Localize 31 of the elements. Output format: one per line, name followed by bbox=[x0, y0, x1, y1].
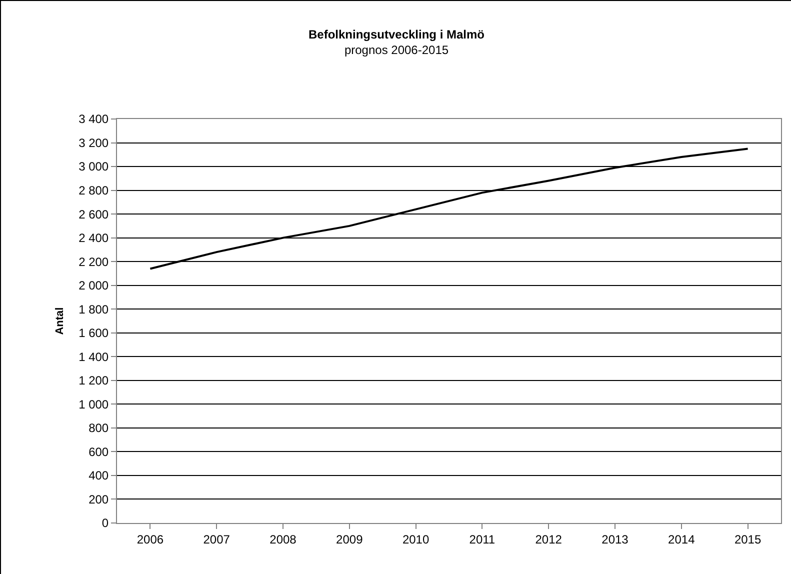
y-tick-label: 400 bbox=[88, 468, 109, 483]
x-tick-label: 2013 bbox=[602, 532, 629, 546]
x-tick-label: 2007 bbox=[203, 532, 230, 546]
y-tick-label: 1 800 bbox=[78, 302, 109, 316]
y-tick-label: 2 400 bbox=[78, 231, 109, 246]
x-tick-label: 2011 bbox=[469, 532, 496, 546]
x-tick-label: 2012 bbox=[535, 532, 562, 546]
y-tick-label: 3 200 bbox=[78, 136, 109, 150]
y-tick-label: 1 400 bbox=[78, 350, 109, 364]
y-tick-label: 2 200 bbox=[78, 254, 109, 269]
chart-subtitle: prognos 2006-2015 bbox=[344, 42, 449, 57]
chart-title: Befolkningsutveckling i Malmö bbox=[308, 27, 485, 42]
x-tick-label: 2014 bbox=[668, 532, 696, 546]
y-tick-label: 1 000 bbox=[78, 397, 109, 412]
y-tick-label: 600 bbox=[88, 444, 109, 459]
y-tick-label: 200 bbox=[88, 492, 109, 506]
y-tick-label: 1 200 bbox=[78, 374, 109, 388]
y-axis-title: Antal bbox=[54, 307, 66, 335]
y-tick-label: 2 000 bbox=[78, 278, 109, 293]
x-tick-label: 2006 bbox=[136, 532, 164, 546]
y-tick-label: 0 bbox=[102, 516, 109, 530]
y-tick-label: 800 bbox=[88, 421, 109, 436]
x-tick-label: 2008 bbox=[270, 532, 297, 546]
x-tick-label: 2010 bbox=[402, 532, 430, 546]
x-tick-label: 2009 bbox=[336, 532, 364, 546]
y-tick-label: 2 800 bbox=[78, 183, 109, 198]
y-tick-label: 1 600 bbox=[78, 326, 109, 340]
x-tick-label: 2015 bbox=[734, 532, 762, 546]
y-tick-label: 3 000 bbox=[78, 160, 109, 174]
y-tick-label: 3 400 bbox=[78, 112, 109, 126]
y-tick-label: 2 600 bbox=[78, 207, 109, 222]
